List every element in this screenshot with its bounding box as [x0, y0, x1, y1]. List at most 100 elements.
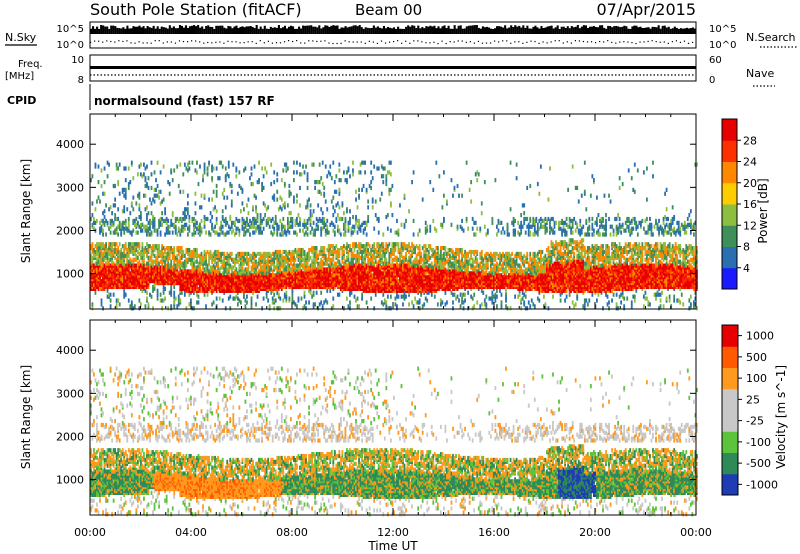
noise-search-dot	[353, 41, 354, 42]
noise-sky-bar	[270, 27, 272, 34]
noise-sky-bar	[266, 29, 268, 34]
noise-sky-bar	[262, 29, 264, 34]
heatmap-cell	[329, 289, 331, 293]
heatmap-cell	[307, 176, 309, 180]
noise-sky-bar	[371, 28, 373, 34]
heatmap-cell	[240, 300, 242, 304]
heatmap-cell	[248, 211, 250, 215]
noise-search-dot	[324, 40, 325, 41]
noise-sky-bar	[423, 28, 425, 34]
heatmap-cell	[92, 260, 94, 264]
noise-sky-bar	[460, 25, 462, 34]
heatmap-cell	[273, 180, 275, 184]
noise-search-dot	[692, 42, 693, 43]
power-panel: 1000200030004000 Slant Range [km] 481216…	[19, 114, 770, 310]
noise-sky-bar	[684, 28, 686, 34]
noise-sky-bar	[221, 26, 223, 34]
heatmap-cell	[279, 306, 281, 310]
heatmap-cell	[242, 201, 244, 205]
noise-sky-bar	[664, 26, 666, 34]
heatmap-cell	[329, 172, 331, 176]
heatmap-cell	[175, 296, 177, 300]
heatmap-cell	[228, 230, 230, 234]
noise-panel: N.Sky 10^5 10^0 10^5 10^0 N.Search	[5, 22, 797, 51]
heatmap-cell	[310, 203, 312, 207]
heatmap-cell	[131, 300, 133, 304]
heatmap-cell	[155, 188, 157, 192]
noise-sky-bar	[450, 29, 452, 34]
heatmap-cell	[231, 190, 233, 194]
heatmap-cell	[360, 170, 362, 174]
heatmap-cell	[219, 296, 221, 300]
heatmap-cell	[357, 230, 359, 234]
heatmap-cell	[287, 203, 289, 207]
noise-sky-bar	[514, 25, 516, 34]
heatmap-cell	[281, 178, 283, 182]
heatmap-cell	[367, 205, 369, 209]
heatmap-cell	[335, 174, 337, 178]
noise-search-dot	[486, 42, 487, 43]
noise-sky-bar	[391, 28, 393, 34]
noise-search-dot	[385, 42, 386, 43]
noise-sky-bar	[666, 28, 668, 34]
noise-sky-bar	[599, 25, 601, 34]
noise-search-dot	[332, 43, 333, 44]
noise-sky-bar	[116, 28, 118, 34]
heatmap-cell	[325, 254, 327, 258]
heatmap-cell	[290, 211, 292, 215]
heatmap-cell	[140, 211, 142, 215]
noise-search-dot	[256, 43, 257, 44]
heatmap-cell	[187, 201, 189, 205]
heatmap-cell	[116, 242, 118, 246]
heatmap-cell	[157, 229, 159, 233]
noise-sky-bar	[545, 27, 547, 34]
noise-sky-bar	[246, 26, 248, 34]
noise-search-dot	[110, 41, 111, 42]
heatmap-cell	[246, 217, 248, 221]
heatmap-cell	[325, 199, 327, 203]
heatmap-cell	[216, 296, 218, 300]
noise-search-dot	[405, 41, 406, 42]
noise-search-dot	[203, 43, 204, 44]
heatmap-cell	[128, 217, 130, 221]
heatmap-cell	[151, 161, 153, 165]
noise-search-dot	[579, 40, 580, 41]
heatmap-cell	[135, 201, 137, 205]
heatmap-cell	[299, 163, 301, 167]
noise-search-dot	[227, 41, 228, 42]
heatmap-cell	[346, 178, 348, 182]
heatmap-cell	[117, 217, 119, 221]
heatmap-cell	[207, 166, 209, 170]
noise-sky-bar	[676, 28, 678, 34]
noise-sky-bar	[474, 25, 476, 34]
heatmap-cell	[232, 163, 234, 167]
heatmap-cell	[207, 293, 209, 297]
noise-search-dot	[357, 41, 358, 42]
heatmap-cell	[198, 182, 200, 186]
heatmap-cell	[296, 199, 298, 203]
heatmap-cell	[343, 250, 345, 254]
noise-sky-bar	[441, 26, 443, 34]
noise-search-dot	[151, 43, 152, 44]
heatmap-cell	[255, 302, 257, 306]
heatmap-cell	[373, 164, 375, 168]
noise-search-dot	[191, 40, 192, 41]
noise-sky-bar	[549, 26, 551, 34]
heatmap-cell	[125, 166, 127, 170]
noise-search-dot	[377, 43, 378, 44]
frequency-trace	[90, 66, 696, 69]
noise-search-dot	[365, 43, 366, 44]
noise-sky-bar	[235, 26, 237, 34]
heatmap-cell	[382, 180, 384, 184]
noise-sky-bar	[532, 27, 534, 34]
heatmap-cell	[278, 225, 280, 229]
noise-search-dot	[175, 43, 176, 44]
heatmap-cell	[178, 184, 180, 188]
heatmap-cell	[261, 306, 263, 310]
noise-search-dot	[478, 41, 479, 42]
heatmap-cell	[157, 232, 159, 236]
heatmap-cell	[208, 161, 210, 165]
heatmap-cell	[102, 306, 104, 310]
heatmap-cell	[246, 295, 248, 299]
noise-sky-bar	[660, 29, 662, 34]
